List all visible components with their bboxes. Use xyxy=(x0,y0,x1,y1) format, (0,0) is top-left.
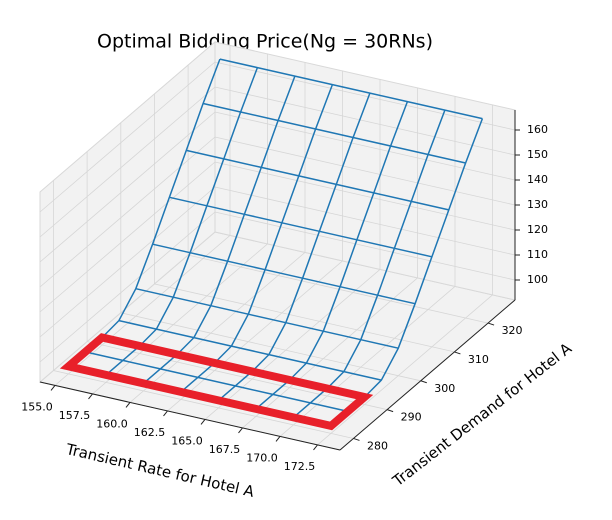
grid-line xyxy=(39,111,516,263)
wire-row xyxy=(152,243,416,305)
wire-row xyxy=(169,196,433,258)
grid-line xyxy=(242,87,418,429)
z-tick-label: 160 xyxy=(527,123,548,136)
x-tick xyxy=(238,427,243,434)
wire-row xyxy=(85,351,348,413)
wire-column xyxy=(218,92,371,401)
wire-row xyxy=(219,58,483,120)
z-tick-label: 100 xyxy=(527,273,548,286)
y-tick xyxy=(386,409,394,413)
x-tick xyxy=(163,410,168,417)
x-tick xyxy=(200,419,206,425)
wire-row xyxy=(202,102,466,164)
y-tick xyxy=(454,351,461,355)
x-axis xyxy=(39,381,341,451)
grid-line xyxy=(153,93,455,353)
z-tick-label: 110 xyxy=(527,248,548,261)
z-tick-label: 120 xyxy=(527,223,548,236)
grid-line xyxy=(120,122,421,382)
x-tick xyxy=(313,444,318,451)
x-tick-label: 162.5 xyxy=(134,426,166,439)
y-axis xyxy=(339,299,516,451)
y-tick xyxy=(353,437,360,441)
grid-line xyxy=(167,70,343,412)
wire-column xyxy=(180,84,334,393)
wire-column xyxy=(293,109,446,418)
wire-row xyxy=(186,149,449,211)
chart-title: Optimal Bidding Price(Ng = 30RNs) xyxy=(97,31,433,53)
grid-line xyxy=(39,211,516,363)
x-tick-label: 167.5 xyxy=(209,443,241,456)
grid-line xyxy=(204,79,381,420)
grid-line xyxy=(39,161,516,313)
y-tick xyxy=(420,380,427,384)
wire-row xyxy=(118,319,382,381)
wire-column xyxy=(105,67,259,376)
x-tick xyxy=(275,436,281,442)
grid-line xyxy=(39,61,516,213)
grid-line xyxy=(39,86,516,238)
wire-column xyxy=(143,75,296,384)
wire-row xyxy=(135,287,399,349)
y-tick-label: 300 xyxy=(434,382,455,395)
y-tick-label: 280 xyxy=(367,439,388,452)
x-tick-label: 160.0 xyxy=(96,417,128,430)
y-tick xyxy=(487,322,495,326)
y-tick-label: 310 xyxy=(468,353,489,366)
grid-line xyxy=(54,45,231,386)
y-tick-label: 290 xyxy=(401,411,422,424)
grid-line xyxy=(129,62,306,403)
grid-line xyxy=(86,151,388,410)
grid-line xyxy=(92,53,268,395)
x-tick-label: 165.0 xyxy=(171,434,203,447)
grid-line xyxy=(39,136,516,288)
x-tick-label: 157.5 xyxy=(59,409,91,422)
y-tick-label: 320 xyxy=(502,324,523,337)
grid-line xyxy=(279,96,456,437)
wire-column xyxy=(255,101,409,410)
grid-line xyxy=(53,180,354,439)
grid-line xyxy=(317,104,493,446)
grid-line xyxy=(187,65,489,324)
x-tick-label: 172.5 xyxy=(284,460,316,473)
x-tick-label: 155.0 xyxy=(21,400,53,413)
x-tick xyxy=(50,385,56,391)
z-tick-label: 150 xyxy=(527,148,548,161)
x-tick xyxy=(88,393,93,400)
x-tick-label: 170.0 xyxy=(246,451,278,464)
z-tick-label: 140 xyxy=(527,173,548,186)
x-tick xyxy=(125,402,131,408)
grid-line xyxy=(39,186,516,338)
z-tick-label: 130 xyxy=(527,198,548,211)
highlight-box xyxy=(59,333,374,431)
